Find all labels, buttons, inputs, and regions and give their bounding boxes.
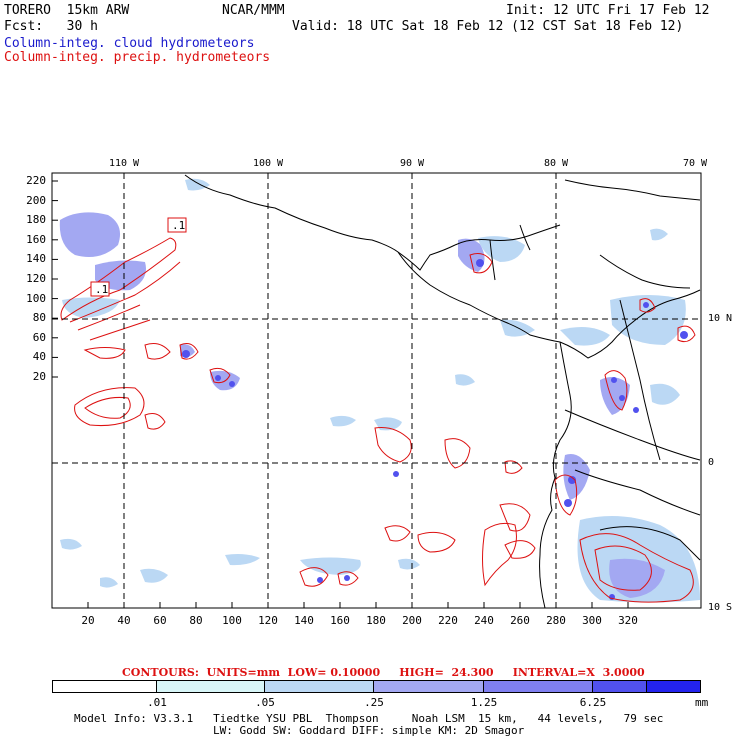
field-cloud-label: Column-integ. cloud hydrometeors xyxy=(4,36,255,51)
x-tick-label: 300 xyxy=(582,614,602,627)
colorbar-cell xyxy=(593,680,647,693)
x-tick-label: 260 xyxy=(510,614,530,627)
y-tick-label: 100 xyxy=(26,291,46,305)
lon-label-70w: 70 W xyxy=(682,158,708,169)
y-tick-label: 140 xyxy=(26,252,46,266)
x-tick-label: 220 xyxy=(438,614,458,627)
organization-label: NCAR/MMM xyxy=(222,3,285,18)
x-tick-label: 200 xyxy=(402,614,422,627)
x-tick-label: 20 xyxy=(81,614,95,627)
x-tick-label: 120 xyxy=(258,614,278,627)
y-tick-label: 220 xyxy=(26,174,46,187)
cloud-shading xyxy=(59,178,700,603)
lon-label-90w: 90 W xyxy=(399,158,425,169)
x-tick-label: 40 xyxy=(117,614,131,627)
axis-ticks xyxy=(52,180,629,608)
x-tick-label: 240 xyxy=(474,614,494,627)
field-precip-label: Column-integ. precip. hydrometeors xyxy=(4,50,271,65)
colorbar-cell xyxy=(265,680,374,693)
x-tick-label: 180 xyxy=(366,614,386,627)
lat-label-0: 0 xyxy=(708,457,715,468)
lat-label-10s: 10 S xyxy=(708,602,733,613)
y-tick-label: 200 xyxy=(26,193,46,207)
x-tick-label: 140 xyxy=(294,614,314,627)
model-info-line2: LW: Godd SW: Goddard DIFF: simple KM: 2D… xyxy=(213,724,525,737)
y-tick-label: 60 xyxy=(32,330,46,344)
forecast-hour: Fcst: 30 h xyxy=(4,19,98,34)
valid-time: Valid: 18 UTC Sat 18 Feb 12 (12 CST Sat … xyxy=(292,19,684,34)
colorbar-units: mm xyxy=(695,696,709,709)
model-title: TORERO 15km ARW xyxy=(4,3,130,18)
lon-label-110w: 110 W xyxy=(108,158,140,169)
colorbar-level-label: 1.25 xyxy=(470,696,498,709)
contour-box-text-1: .1 xyxy=(172,219,185,232)
contour-box-text-2: .1 xyxy=(95,283,108,296)
y-tick-label: 180 xyxy=(26,213,46,227)
colorbar-level-label: .05 xyxy=(255,696,275,709)
lat-label-10n: 10 N xyxy=(708,313,733,324)
colorbar-level-label: .01 xyxy=(147,696,167,709)
y-tick-label: 120 xyxy=(26,272,46,285)
y-tick-label: 160 xyxy=(26,232,46,246)
y-tick-label: 40 xyxy=(32,350,46,364)
contour-box-label-1 xyxy=(167,217,187,233)
x-tick-label: 320 xyxy=(618,614,638,627)
x-tick-label: 100 xyxy=(222,614,242,627)
precip-contours xyxy=(60,237,696,603)
x-tick-label: 280 xyxy=(546,614,566,627)
colorbar-cell xyxy=(157,680,265,693)
x-tick-label: 60 xyxy=(153,614,167,627)
lon-label-80w: 80 W xyxy=(543,158,569,169)
x-tick-label: 160 xyxy=(330,614,350,627)
colorbar-cell xyxy=(374,680,484,693)
lat-lon-grid xyxy=(52,173,701,608)
cloud-cores xyxy=(182,259,688,600)
colorbar-cell xyxy=(484,680,593,693)
colorbar-level-label: 6.25 xyxy=(579,696,607,709)
model-info-line1: Model Info: V3.3.1 Tiedtke YSU PBL Thomp… xyxy=(74,712,664,725)
lon-label-100w: 100 W xyxy=(252,158,284,169)
y-tick-label: 20 xyxy=(32,370,46,383)
colorbar-cell xyxy=(52,680,157,693)
colorbar-level-label: .25 xyxy=(364,696,384,709)
y-tick-label: 80 xyxy=(32,311,46,325)
colorbar-cell xyxy=(647,680,701,693)
contour-info: CONTOURS: UNITS=mm LOW= 0.10000 HIGH= 24… xyxy=(122,666,645,679)
coastlines xyxy=(184,174,701,608)
init-time: Init: 12 UTC Fri 17 Feb 12 xyxy=(506,3,710,18)
x-tick-label: 80 xyxy=(189,614,203,627)
contour-box-label-2 xyxy=(90,281,110,297)
